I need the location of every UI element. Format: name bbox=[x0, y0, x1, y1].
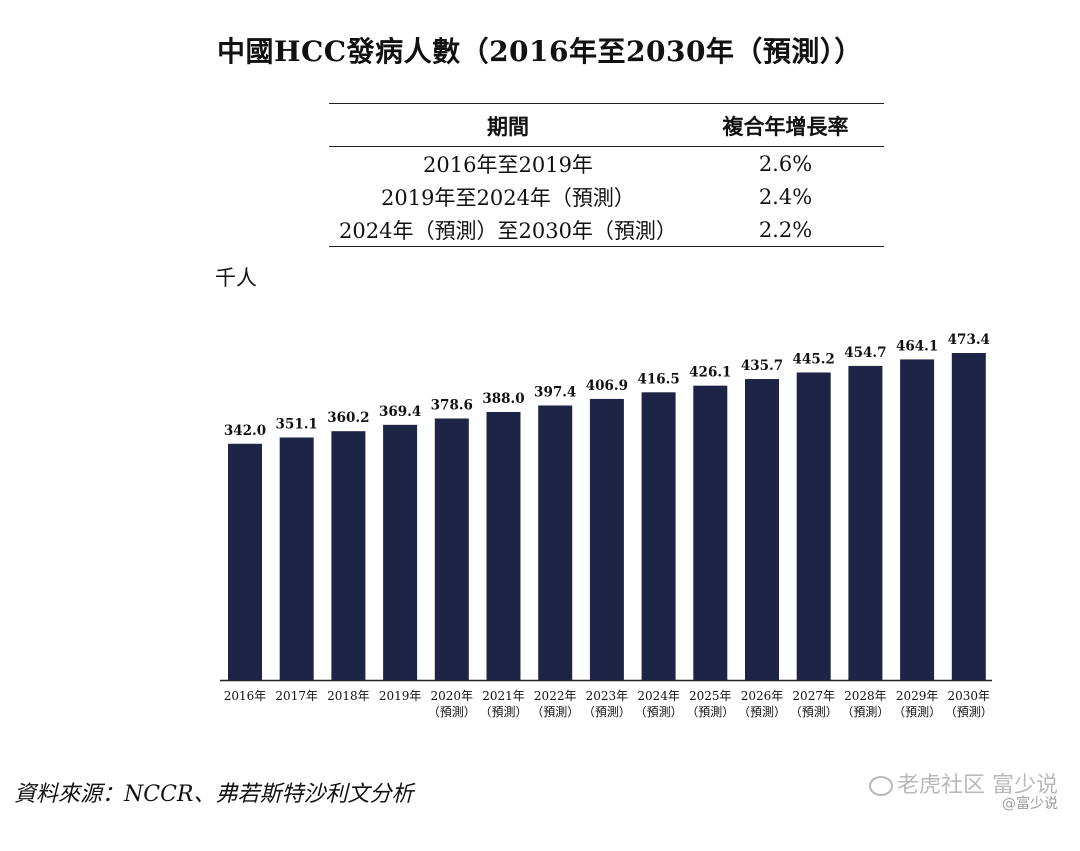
x-tick-label: （預測） bbox=[841, 705, 889, 719]
wechat-icon bbox=[869, 776, 893, 796]
x-tick-label: 2030年 bbox=[948, 689, 991, 703]
x-tick-label: 2028年 bbox=[844, 689, 887, 703]
period-cell: 2019年至2024年（預測） bbox=[381, 185, 635, 210]
x-tick-label: （預測） bbox=[635, 705, 683, 719]
data-label: 388.0 bbox=[482, 391, 524, 407]
x-tick-label: 2024年 bbox=[637, 689, 680, 703]
table-row: 2024年（預測）至2030年（預測） 2.2% bbox=[329, 213, 884, 247]
period-cell: 2016年至2019年 bbox=[423, 152, 593, 177]
x-tick-label: （預測） bbox=[686, 705, 734, 719]
x-tick-label: （預測） bbox=[479, 705, 527, 719]
data-label: 435.7 bbox=[741, 358, 783, 374]
y-unit-label: 千人 bbox=[215, 266, 257, 290]
bar bbox=[486, 411, 521, 680]
bar bbox=[228, 443, 262, 680]
x-tick-label: 2021年 bbox=[482, 689, 525, 703]
header-period: 期間 bbox=[487, 114, 529, 139]
data-label: 369.4 bbox=[379, 404, 421, 420]
data-label: 406.9 bbox=[586, 378, 628, 394]
data-label: 360.2 bbox=[327, 410, 369, 426]
bar bbox=[745, 379, 779, 680]
cagr-table: 期間 複合年增長率 2016年至2019年 2.6% 2019年至2024年（預… bbox=[329, 103, 884, 247]
source-note: 資料來源：NCCR、弗若斯特沙利文分析 bbox=[14, 782, 414, 807]
data-label: 416.5 bbox=[637, 371, 679, 387]
data-label: 454.7 bbox=[844, 345, 886, 361]
data-label: 464.1 bbox=[896, 338, 938, 354]
data-label: 426.1 bbox=[689, 365, 731, 381]
x-tick-label: （預測） bbox=[531, 705, 579, 719]
x-tick-label: 2020年 bbox=[431, 689, 474, 703]
bar bbox=[693, 385, 728, 680]
bar bbox=[331, 431, 366, 680]
x-tick-label: 2019年 bbox=[379, 689, 422, 703]
x-tick-label: 2022年 bbox=[534, 689, 577, 703]
data-label: 342.0 bbox=[224, 423, 266, 439]
x-tick-label: （預測） bbox=[428, 705, 476, 719]
x-tick-label: （預測） bbox=[583, 705, 631, 719]
x-tick-label: 2017年 bbox=[275, 689, 318, 703]
chart-title: 中國HCC發病人數（2016年至2030年（預測）） bbox=[217, 35, 863, 68]
x-tick-label: 2023年 bbox=[586, 689, 629, 703]
x-tick-label: 2026年 bbox=[741, 689, 784, 703]
bar bbox=[900, 359, 935, 680]
x-tick-label: （預測） bbox=[945, 705, 993, 719]
watermark-main: 老虎社区 富少说 bbox=[897, 773, 1058, 798]
cagr-table-header: 期間 複合年增長率 bbox=[329, 103, 884, 147]
header-cagr: 複合年增長率 bbox=[722, 114, 849, 139]
bar bbox=[279, 437, 314, 680]
data-label: 473.4 bbox=[948, 332, 990, 348]
x-tick-label: 2018年 bbox=[327, 689, 370, 703]
bar bbox=[848, 365, 883, 680]
data-label: 351.1 bbox=[276, 416, 318, 432]
bar bbox=[796, 372, 831, 680]
period-cell: 2024年（預測）至2030年（預測） bbox=[339, 218, 677, 243]
watermark: 老虎社区 富少说 @富少说 bbox=[869, 774, 1058, 812]
rate-cell: 2.2% bbox=[758, 217, 813, 242]
bar bbox=[383, 424, 418, 680]
rate-cell: 2.6% bbox=[758, 151, 813, 176]
x-tick-label: 2029年 bbox=[896, 689, 939, 703]
watermark-sub: @富少说 bbox=[1002, 796, 1058, 813]
x-tick-label: （預測） bbox=[893, 705, 941, 719]
x-tick-label: （預測） bbox=[738, 705, 786, 719]
data-label: 378.6 bbox=[431, 397, 473, 413]
x-tick-label: 2016年 bbox=[224, 689, 267, 703]
x-tick-label: 2025年 bbox=[689, 689, 732, 703]
data-label: 445.2 bbox=[793, 351, 835, 367]
bar bbox=[951, 353, 986, 680]
table-row: 2019年至2024年（預測） 2.4% bbox=[329, 180, 884, 213]
rate-cell: 2.4% bbox=[758, 184, 813, 209]
data-label: 397.4 bbox=[534, 384, 576, 400]
bar bbox=[589, 398, 624, 680]
bar bbox=[538, 405, 573, 680]
bar bbox=[641, 392, 676, 680]
table-row: 2016年至2019年 2.6% bbox=[329, 147, 884, 181]
x-tick-label: 2027年 bbox=[792, 689, 835, 703]
bar bbox=[434, 418, 469, 680]
x-tick-label: （預測） bbox=[790, 705, 838, 719]
